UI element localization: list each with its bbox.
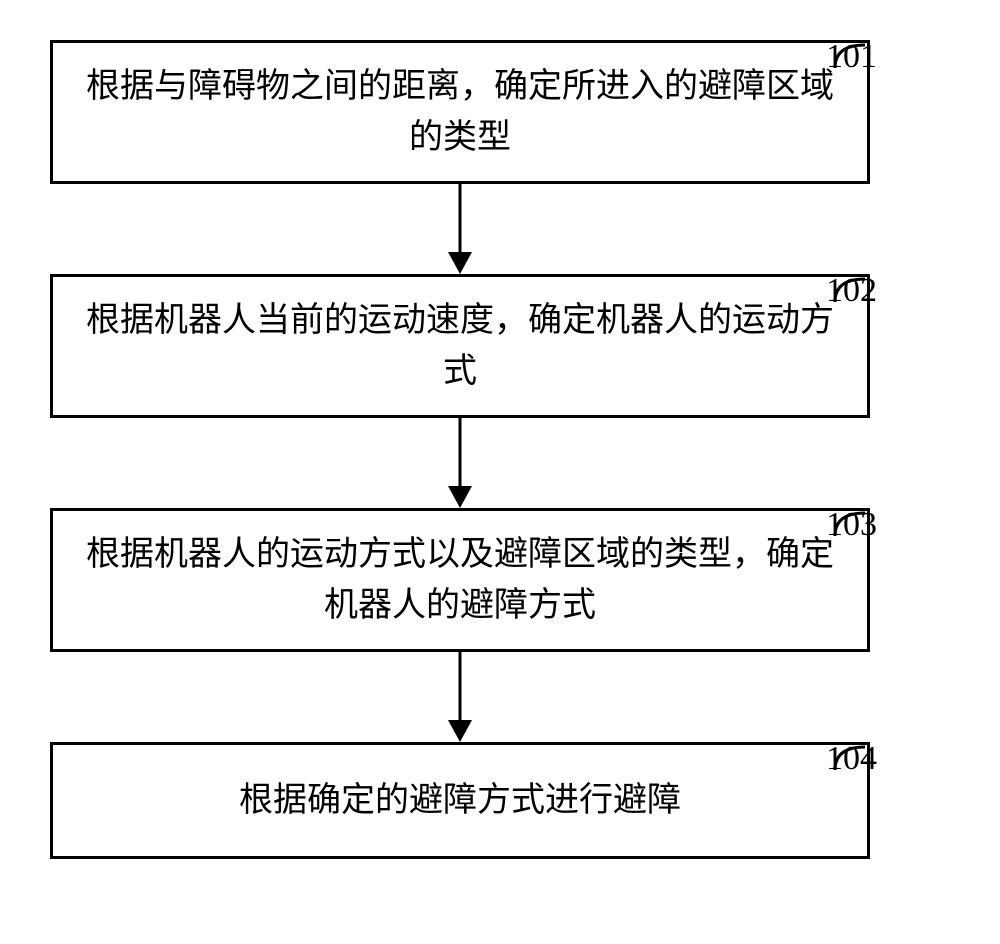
step-box-104: 104 根据确定的避障方式进行避障 (50, 742, 870, 859)
step-box-102: 102 根据机器人当前的运动速度，确定机器人的运动方式 (50, 274, 870, 418)
step-text: 根据与障碍物之间的距离，确定所进入的避障区域的类型 (86, 68, 834, 156)
step-text: 根据机器人的运动方式以及避障区域的类型，确定机器人的避障方式 (86, 536, 834, 624)
step-label: 103 (826, 499, 877, 550)
step-box-103: 103 根据机器人的运动方式以及避障区域的类型，确定机器人的避障方式 (50, 508, 870, 652)
arrow-container (50, 652, 870, 742)
step-box-101: 101 根据与障碍物之间的距离，确定所进入的避障区域的类型 (50, 40, 870, 184)
arrow-down-icon (440, 652, 480, 742)
step-label: 102 (826, 265, 877, 316)
step-text: 根据确定的避障方式进行避障 (239, 782, 681, 819)
step-label: 101 (826, 31, 877, 82)
flowchart-step: 104 根据确定的避障方式进行避障 (50, 742, 950, 859)
flowchart-container: 101 根据与障碍物之间的距离，确定所进入的避障区域的类型 102 根据机器人当… (50, 40, 950, 859)
step-text: 根据机器人当前的运动速度，确定机器人的运动方式 (86, 302, 834, 390)
flowchart-step: 103 根据机器人的运动方式以及避障区域的类型，确定机器人的避障方式 (50, 508, 950, 652)
arrow-container (50, 184, 870, 274)
flowchart-step: 102 根据机器人当前的运动速度，确定机器人的运动方式 (50, 274, 950, 418)
arrow-container (50, 418, 870, 508)
flowchart-step: 101 根据与障碍物之间的距离，确定所进入的避障区域的类型 (50, 40, 950, 184)
arrow-down-icon (440, 184, 480, 274)
step-label: 104 (826, 733, 877, 784)
arrow-down-icon (440, 418, 480, 508)
